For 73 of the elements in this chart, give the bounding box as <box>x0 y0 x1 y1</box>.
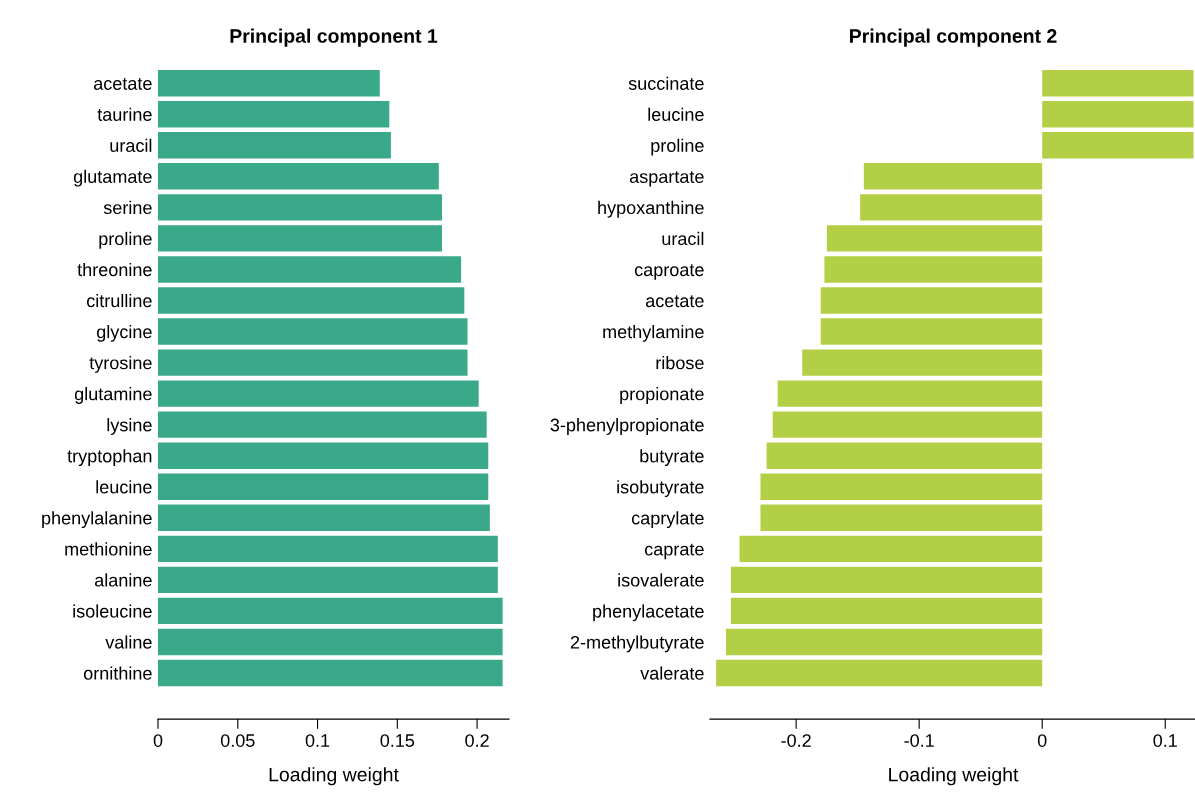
x-axis-title: Loading weight <box>269 767 399 786</box>
y-tick-label: aspartate <box>629 171 704 187</box>
bar <box>158 597 503 625</box>
y-tick-label: ribose <box>656 356 704 370</box>
y-tick-label: leucine <box>648 107 704 121</box>
bar <box>158 349 468 376</box>
y-tick-label: proline <box>651 138 704 156</box>
y-tick-label: acetate <box>645 295 704 308</box>
y-tick-label: threonine <box>77 262 152 277</box>
y-tick-label: butyrate <box>640 449 704 466</box>
bar <box>158 473 489 500</box>
bar <box>158 380 479 407</box>
y-tick-label: phenylalanine <box>42 511 152 529</box>
y-tick-label: proline <box>99 231 152 249</box>
x-tick-label: 0.1 <box>1153 734 1177 747</box>
bar <box>158 659 503 687</box>
x-tick-label: 0.05 <box>220 734 255 747</box>
y-tick-label: citrulline <box>86 293 152 308</box>
y-tick-label: propionate <box>620 387 704 404</box>
y-tick-label: taurine <box>97 107 152 121</box>
y-tick-label: valine <box>105 635 152 649</box>
y-tick-label: isovalerate <box>618 573 704 587</box>
x-tick-label: -0.2 <box>781 734 811 747</box>
bar <box>158 628 503 656</box>
bar <box>158 163 439 190</box>
bar <box>158 69 380 97</box>
y-tick-label: ornithine <box>83 666 152 680</box>
chart-title: Principal component 2 <box>850 28 1057 47</box>
x-tick-label: 0 <box>153 734 163 747</box>
y-tick-label: 2-methylbutyrate <box>570 635 704 653</box>
bar <box>158 225 442 252</box>
y-tick-label: glutamate <box>73 169 152 187</box>
bar <box>158 535 498 563</box>
y-tick-label: tyrosine <box>89 356 152 373</box>
y-tick-label: isoleucine <box>73 604 152 618</box>
bar <box>158 287 465 314</box>
bar <box>158 442 489 469</box>
x-axis-title: Loading weight <box>889 767 1019 786</box>
x-tick-label: -0.1 <box>904 734 934 747</box>
bar <box>158 566 498 594</box>
bar <box>158 318 468 345</box>
bar <box>158 194 442 221</box>
x-tick-label: 0.1 <box>305 734 330 747</box>
y-tick-label: glutamine <box>74 387 152 404</box>
y-tick-label: isobutyrate <box>617 480 704 498</box>
y-tick-label: glycine <box>97 324 152 342</box>
y-tick-label: tryptophan <box>67 449 152 466</box>
y-tick-label: leucine <box>96 480 152 494</box>
bar <box>158 256 462 283</box>
y-tick-label: uracil <box>110 138 152 152</box>
bar <box>158 504 490 531</box>
chart-title: Principal component 1 <box>230 28 438 47</box>
y-tick-label: alanine <box>94 573 152 587</box>
y-tick-label: caprylate <box>631 511 704 529</box>
y-tick-label: phenylacetate <box>593 604 704 622</box>
y-tick-label: valerate <box>640 666 704 680</box>
y-tick-label: hypoxanthine <box>598 200 704 218</box>
bar <box>158 411 487 438</box>
y-tick-label: serine <box>103 200 152 215</box>
y-tick-label: succinate <box>628 76 704 90</box>
y-tick-label: methylamine <box>603 324 704 342</box>
y-tick-label: lysine <box>107 418 152 435</box>
x-tick-label: 0.15 <box>380 734 415 747</box>
y-tick-label: caproate <box>634 264 704 280</box>
y-tick-label: 3-phenylpropionate <box>550 418 704 435</box>
bar <box>158 132 391 159</box>
y-tick-label: acetate <box>93 78 152 90</box>
y-tick-label: caprate <box>644 543 704 560</box>
y-tick-label: methionine <box>65 542 152 556</box>
bar <box>158 101 390 128</box>
y-tick-label: uracil <box>662 231 704 246</box>
x-tick-label: 0.2 <box>465 734 489 747</box>
x-tick-label: 0 <box>1037 734 1047 747</box>
